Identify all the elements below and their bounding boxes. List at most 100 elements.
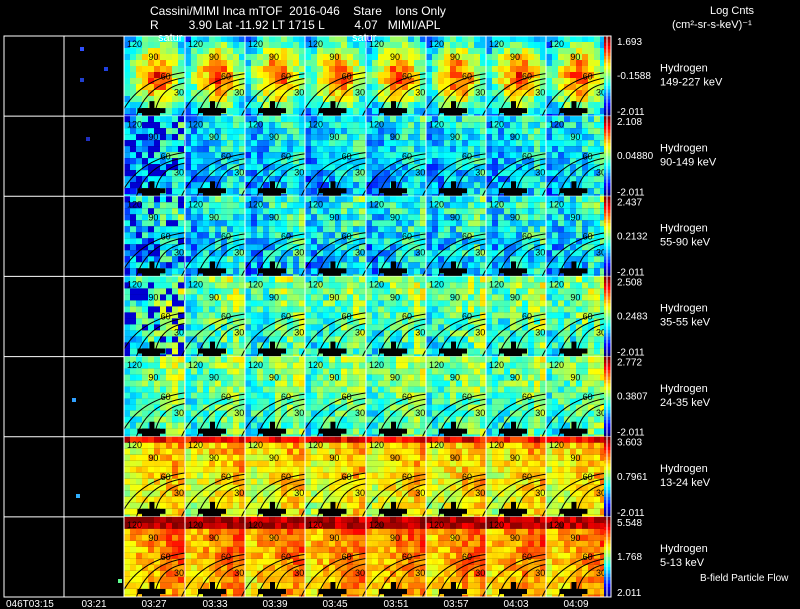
pixel [221,54,227,60]
pixel [504,330,510,337]
pixel [414,324,420,331]
pixel [540,36,546,42]
contour-label: 60 [522,312,532,322]
pixel [384,60,390,66]
contour-line [274,323,309,357]
pixel [257,96,263,102]
pixel [432,324,438,331]
pixel [233,214,239,221]
contour-label: 90 [148,212,158,222]
pixel [408,122,414,129]
pixel [468,54,474,60]
pixel [552,348,558,355]
pixel [239,78,245,84]
pixel [359,152,365,159]
pixel [594,72,600,78]
pixel [269,288,275,295]
pixel [160,354,166,357]
title-line-1: Cassini/MIMI Inca mTOF 2016-046 Stare Io… [150,4,446,18]
pixel [366,72,372,78]
pixel [293,202,299,209]
pixel [245,60,251,66]
pixel [528,244,534,251]
pixel [492,140,498,147]
pixel [426,232,432,239]
pixel [588,244,594,251]
pixel [311,60,317,66]
pixel [510,202,516,209]
pixel [148,66,154,72]
pixel [245,294,251,301]
pixel [456,134,462,141]
pixel [558,140,564,147]
pixel [414,134,420,141]
pixel [600,66,606,72]
pixel [450,134,456,141]
pixel [221,90,227,96]
pixel [408,96,414,102]
pixel [359,116,365,123]
pixel [426,330,432,337]
pixel [197,146,203,153]
pixel [540,238,546,245]
pixel [420,96,426,102]
pixel [552,306,558,313]
pixel [136,96,142,102]
pixel [221,318,227,325]
pixel [323,208,329,215]
contour-label: 120 [549,280,564,290]
pixel [534,202,540,209]
pixel [239,268,245,275]
pixel [450,276,456,283]
pixel [552,208,558,215]
pixel [582,134,588,141]
pixel [293,188,299,195]
pixel [124,348,130,355]
pixel [486,66,492,72]
pixel [154,330,160,337]
pixel [233,324,239,331]
pixel [462,66,468,72]
pixel [263,60,269,66]
pixel [124,342,130,349]
pixel [257,330,263,337]
pixel [335,152,341,159]
pixel [197,116,203,123]
pixel [372,214,378,221]
pixel [178,386,184,393]
pixel [564,238,570,245]
pixel [492,238,498,245]
pixel [510,134,516,141]
pixel [136,374,142,381]
pixel [203,220,209,227]
pixel [480,318,486,325]
pixel [540,330,546,337]
contour-label: 120 [489,200,504,210]
pixel [438,72,444,78]
pixel [136,288,142,295]
pixel [582,324,588,331]
pixel [432,176,438,183]
pixel [546,220,552,227]
pixel [372,84,378,90]
pixel [420,108,426,114]
pixel [178,60,184,66]
pixel [136,196,142,203]
pixel [498,170,504,177]
pixel [438,244,444,251]
pixel [359,36,365,42]
pixel [462,244,468,251]
pixel [546,170,552,177]
pixel [293,48,299,54]
pixel [486,114,492,117]
pixel [329,214,335,221]
pixel [178,324,184,331]
pixel [396,276,402,283]
pixel [390,42,396,48]
pixel [227,244,233,251]
pixel [426,114,432,117]
pixel [570,128,576,135]
pixel [160,176,166,183]
pixel [570,196,576,203]
pixel [432,348,438,355]
